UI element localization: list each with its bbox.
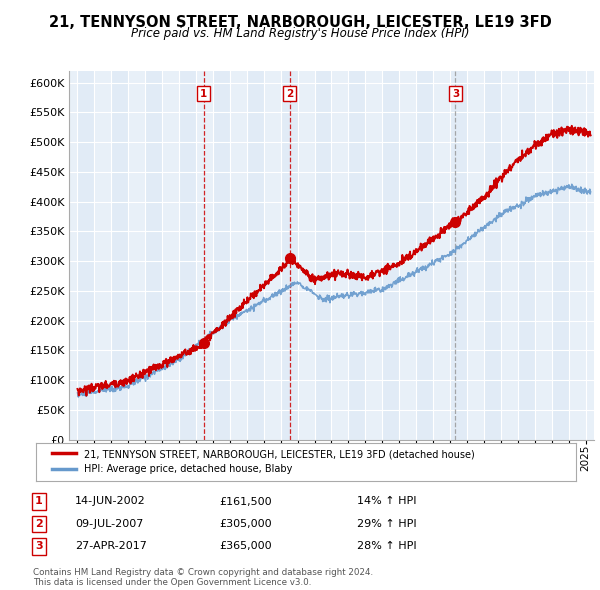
- Bar: [247, 71, 264, 440]
- Bar: [518, 71, 535, 440]
- Bar: [145, 71, 162, 440]
- Bar: [484, 71, 501, 440]
- Text: Price paid vs. HM Land Registry's House Price Index (HPI): Price paid vs. HM Land Registry's House …: [131, 27, 469, 40]
- Bar: [551, 71, 569, 440]
- Bar: [112, 71, 128, 440]
- Text: 2: 2: [286, 88, 293, 99]
- Bar: [281, 71, 298, 440]
- Bar: [179, 71, 196, 440]
- Bar: [416, 71, 433, 440]
- Bar: [213, 71, 230, 440]
- Text: 14-JUN-2002: 14-JUN-2002: [75, 497, 146, 506]
- Bar: [382, 71, 399, 440]
- Text: 1: 1: [35, 497, 43, 506]
- Text: 3: 3: [35, 542, 43, 551]
- Bar: [349, 71, 365, 440]
- Legend: 21, TENNYSON STREET, NARBOROUGH, LEICESTER, LE19 3FD (detached house), HPI: Aver: 21, TENNYSON STREET, NARBOROUGH, LEICEST…: [46, 443, 481, 480]
- Bar: [450, 71, 467, 440]
- Text: 2: 2: [35, 519, 43, 529]
- Bar: [314, 71, 331, 440]
- Text: 21, TENNYSON STREET, NARBOROUGH, LEICESTER, LE19 3FD: 21, TENNYSON STREET, NARBOROUGH, LEICEST…: [49, 15, 551, 30]
- Text: 28% ↑ HPI: 28% ↑ HPI: [357, 542, 416, 551]
- Text: 29% ↑ HPI: 29% ↑ HPI: [357, 519, 416, 529]
- Text: 3: 3: [452, 88, 459, 99]
- Bar: [77, 71, 94, 440]
- Text: 14% ↑ HPI: 14% ↑ HPI: [357, 497, 416, 506]
- Text: £365,000: £365,000: [219, 542, 272, 551]
- Text: £305,000: £305,000: [219, 519, 272, 529]
- Text: Contains HM Land Registry data © Crown copyright and database right 2024.
This d: Contains HM Land Registry data © Crown c…: [33, 568, 373, 587]
- Text: 27-APR-2017: 27-APR-2017: [75, 542, 147, 551]
- Text: 09-JUL-2007: 09-JUL-2007: [75, 519, 143, 529]
- Text: £161,500: £161,500: [219, 497, 272, 506]
- Text: 1: 1: [200, 88, 207, 99]
